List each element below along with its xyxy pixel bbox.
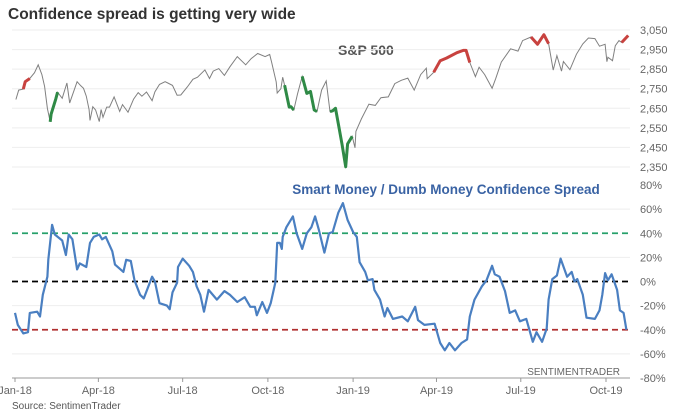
bullish-signal-segment bbox=[329, 106, 354, 169]
y-tick-label: 2,350 bbox=[640, 162, 668, 174]
y-tick-label: -40% bbox=[640, 325, 666, 337]
y-tick-label: 20% bbox=[640, 252, 662, 264]
bearish-signal-segment bbox=[529, 33, 550, 46]
y-tick-label: 60% bbox=[640, 204, 662, 216]
x-tick-label: Jan-19 bbox=[336, 385, 370, 397]
y-tick-label: 3,050 bbox=[640, 25, 668, 37]
bullish-signal-segment bbox=[300, 76, 318, 113]
x-tick-label: Apr-18 bbox=[82, 385, 115, 397]
x-tick-label: Jan-18 bbox=[0, 385, 32, 397]
x-tick-label: Oct-19 bbox=[589, 385, 622, 397]
x-tick-label: Apr-19 bbox=[420, 385, 453, 397]
chart-title: Confidence spread is getting very wide bbox=[8, 6, 296, 23]
y-tick-label: 80% bbox=[640, 180, 662, 192]
watermark: SENTIMENTRADER bbox=[527, 367, 620, 378]
bullish-signal-segment bbox=[283, 84, 295, 111]
y-tick-label: 2,450 bbox=[640, 142, 668, 154]
bearish-signal-segment bbox=[21, 77, 31, 90]
spread-line bbox=[13, 202, 628, 352]
y-tick-label: 40% bbox=[640, 228, 662, 240]
bullish-signal-segment bbox=[48, 91, 60, 122]
y-tick-label: -60% bbox=[640, 349, 666, 361]
spread-panel-title: Smart Money / Dumb Money Confidence Spre… bbox=[292, 182, 600, 197]
y-tick-label: -80% bbox=[640, 373, 666, 385]
y-tick-label: 2,950 bbox=[640, 45, 668, 57]
y-tick-label: 2,750 bbox=[640, 84, 668, 96]
bearish-signal-segment bbox=[432, 48, 472, 74]
x-tick-label: Jul-18 bbox=[168, 385, 198, 397]
x-tick-label: Jul-19 bbox=[506, 385, 536, 397]
y-tick-label: -20% bbox=[640, 301, 666, 313]
y-tick-label: 0% bbox=[640, 277, 656, 289]
source-note: Source: SentimenTrader bbox=[12, 401, 121, 412]
y-tick-label: 2,650 bbox=[640, 103, 668, 115]
bearish-signal-segment bbox=[620, 34, 630, 44]
y-tick-label: 2,850 bbox=[640, 64, 668, 76]
y-tick-label: 2,550 bbox=[640, 123, 668, 135]
x-tick-label: Oct-18 bbox=[251, 385, 284, 397]
